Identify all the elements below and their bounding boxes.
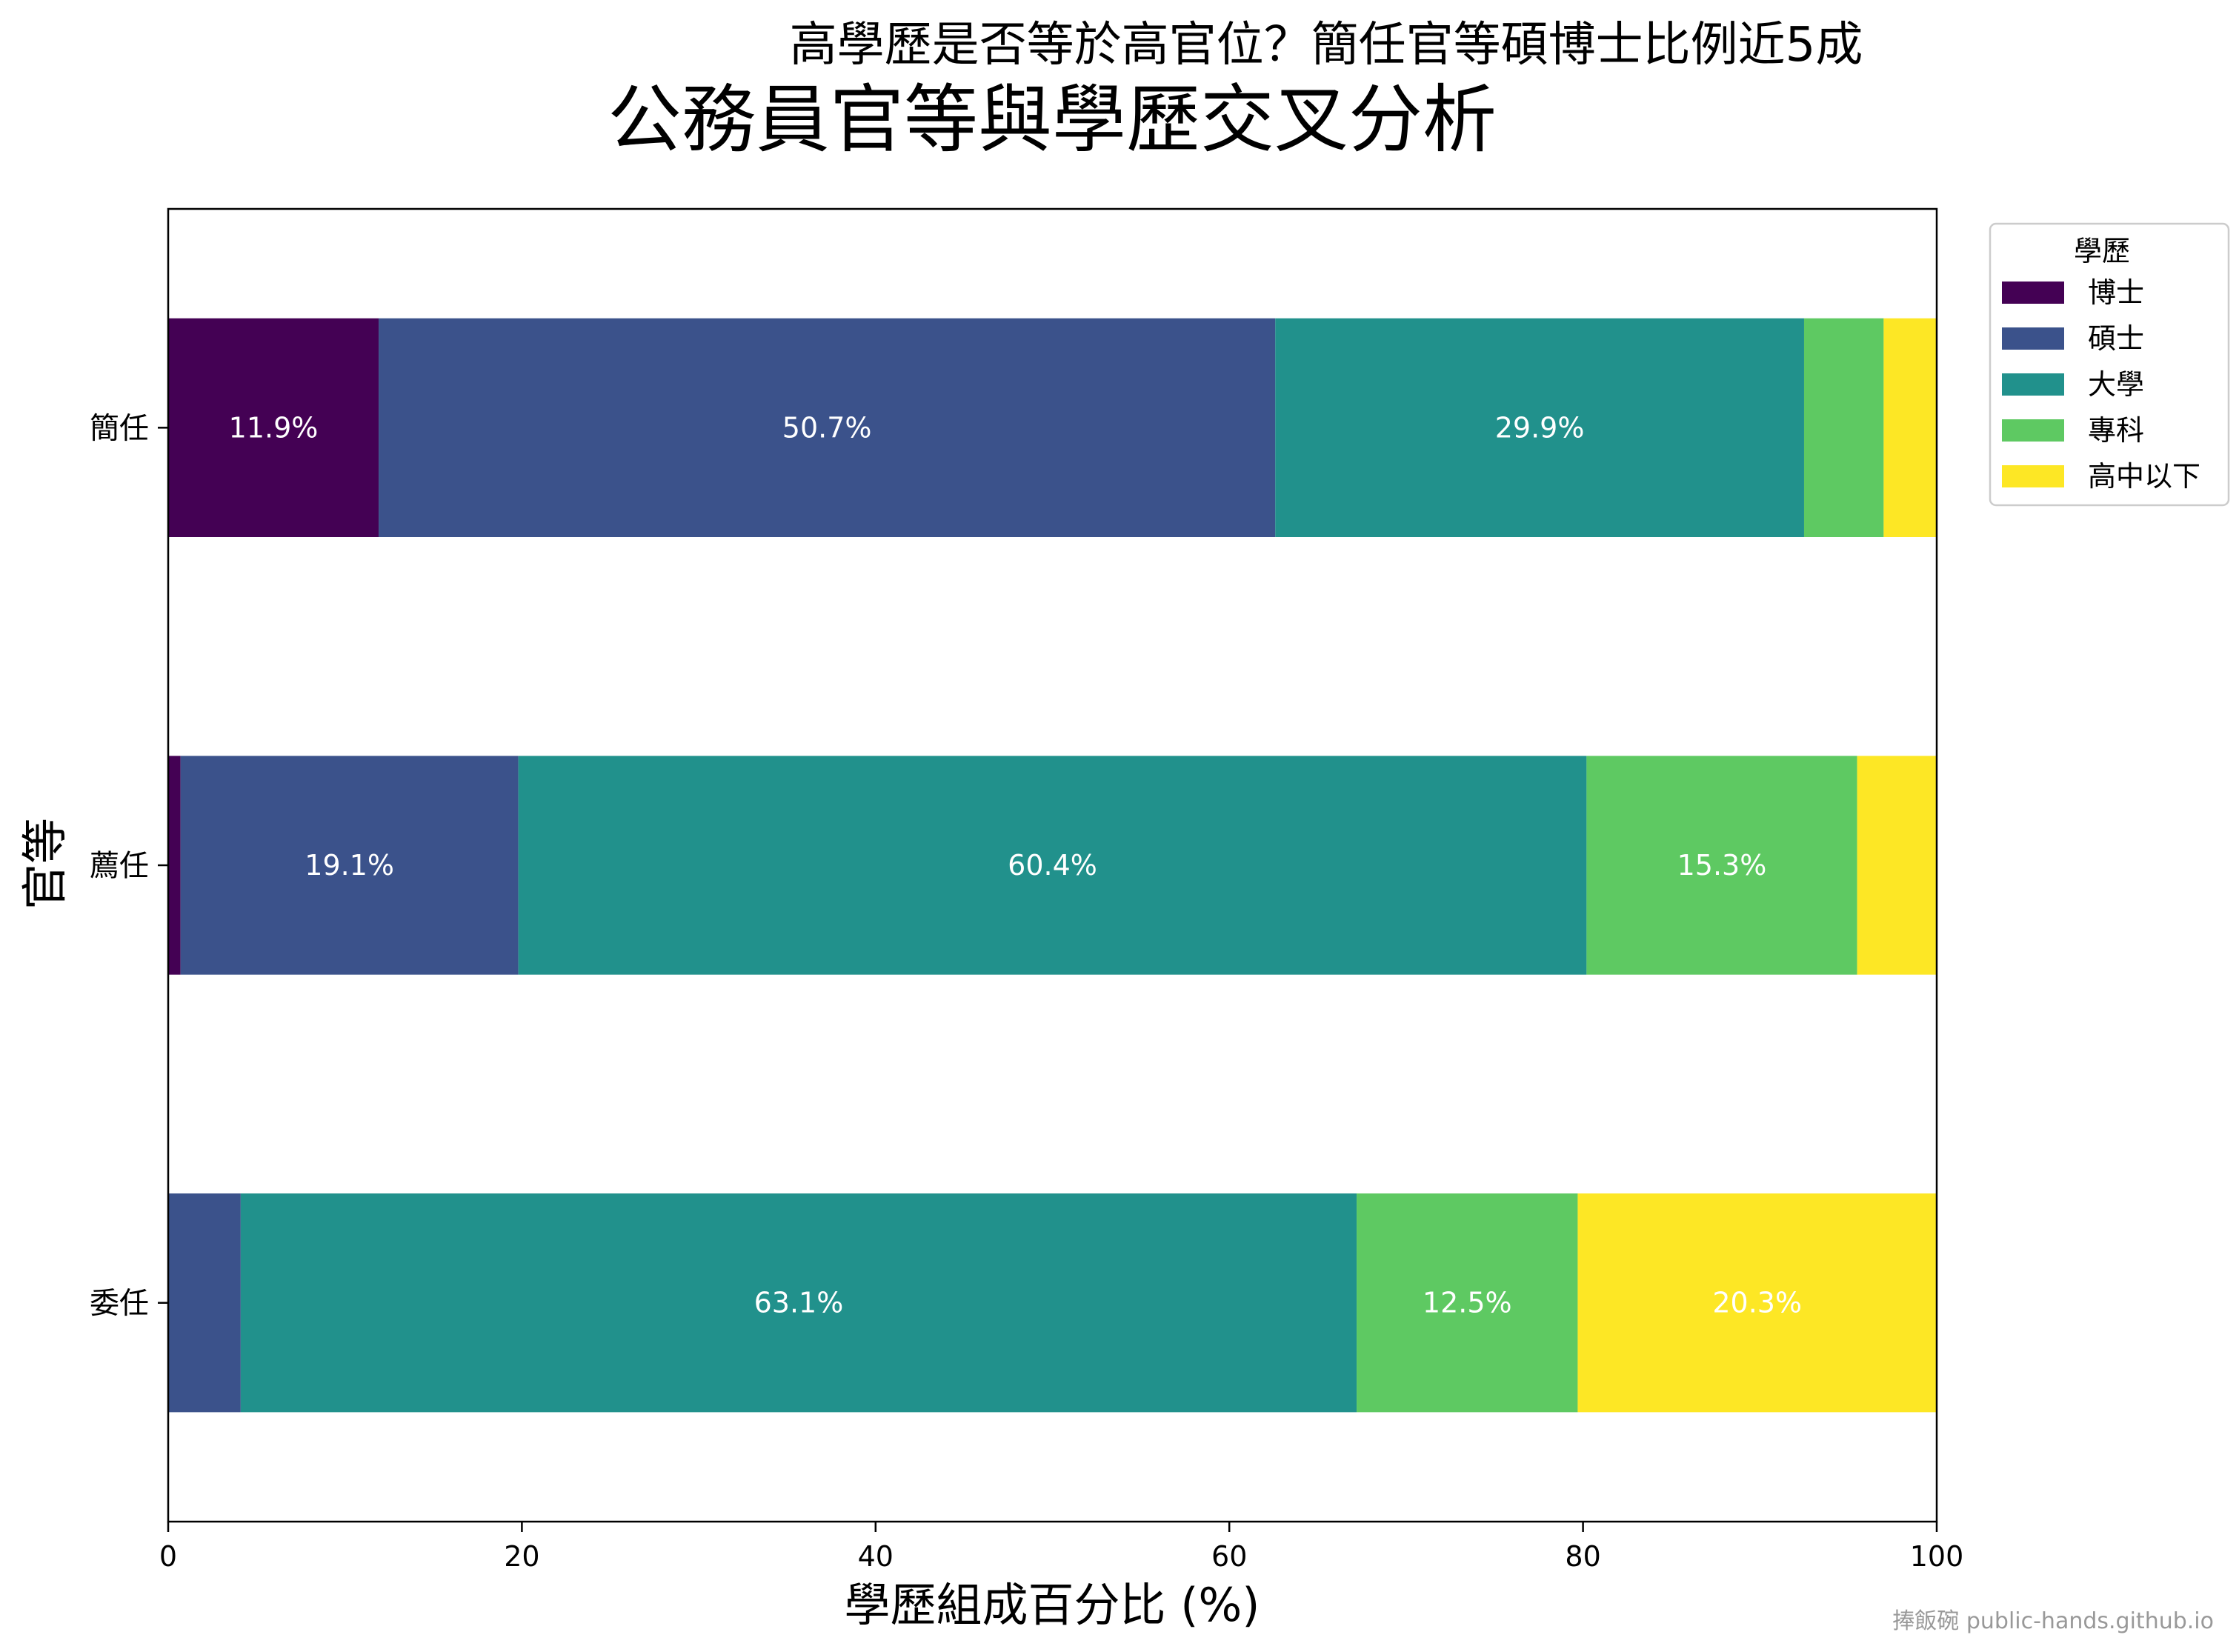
x-tick-label: 0 (159, 1540, 177, 1573)
data-label: 12.5% (1423, 1287, 1512, 1319)
data-label: 29.9% (1495, 411, 1585, 444)
legend-swatch (2002, 465, 2064, 487)
data-label: 11.9% (229, 411, 319, 444)
legend-label: 高中以下 (2088, 460, 2200, 493)
legend-swatch (2002, 327, 2064, 350)
bar-segment (168, 318, 379, 537)
data-label: 15.3% (1677, 849, 1767, 882)
data-label: 20.3% (1712, 1287, 1802, 1319)
legend-swatch (2002, 373, 2064, 396)
x-tick-label: 20 (504, 1540, 539, 1573)
bar-segment (1586, 756, 1857, 975)
bar-segment (1577, 1193, 1937, 1413)
legend-label: 博士 (2088, 276, 2144, 309)
y-tick-label: 簡任 (90, 411, 149, 445)
bar-segment (180, 756, 519, 975)
legend-label: 碩士 (2088, 322, 2144, 355)
legend-title: 學歷 (2074, 235, 2130, 267)
x-tick-label: 60 (1211, 1540, 1247, 1573)
y-tick-label: 委任 (90, 1287, 149, 1321)
data-label: 63.1% (754, 1287, 844, 1319)
x-tick-label: 40 (858, 1540, 894, 1573)
bar-segment (168, 756, 181, 975)
y-tick-label: 薦任 (90, 849, 149, 883)
data-label: 60.4% (1008, 849, 1097, 882)
bar-segment (240, 1193, 1357, 1413)
plot-area: 11.9% 50.7% 29.9% 19.1% 60.4% 15.3% 63.1% 12.5%… (90, 207, 1964, 1573)
bar-segment (1857, 756, 1937, 975)
legend-label: 專科 (2088, 414, 2144, 447)
x-axis-label: 學歷組成百分比 (%) (845, 1578, 1260, 1632)
legend-swatch (2002, 282, 2064, 304)
data-label: 19.1% (305, 849, 394, 882)
bar-segment (168, 1193, 241, 1413)
chart-subtitle: 高學歷是否等於高官位？簡任官等碩博士比例近5成 (790, 18, 1863, 73)
y-axis-label: 官等 (18, 818, 72, 910)
bar-segment (1275, 318, 1804, 537)
bar-segment (1883, 318, 1937, 537)
x-tick-label: 80 (1565, 1540, 1600, 1573)
data-label: 50.7% (782, 411, 872, 444)
bar-segment (1357, 1193, 1578, 1413)
watermark: 捧飯碗 public-hands.github.io (1892, 1608, 2214, 1634)
legend-swatch (2002, 419, 2064, 442)
bar-segment (518, 756, 1587, 975)
bar-segment (379, 318, 1276, 537)
chart-title: 公務員官等與學歷交叉分析 (608, 76, 1497, 163)
x-tick-label: 100 (1910, 1540, 1964, 1573)
bar-segment (1803, 318, 1884, 537)
legend-label: 大學 (2088, 368, 2144, 401)
